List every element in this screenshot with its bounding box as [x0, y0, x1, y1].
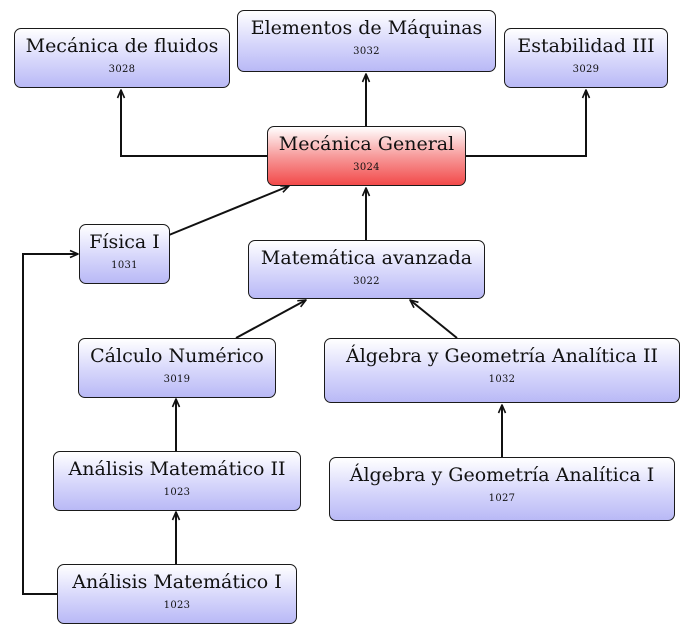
node-matematica-avanzada: Matemática avanzada 3022 — [248, 240, 485, 299]
node-algebra-geo-2: Álgebra y Geometría Analítica II 1032 — [324, 338, 680, 403]
edge-mecanica-general-to-estabilidad-3 — [465, 89, 591, 157]
edge-analisis-mat-1-to-fisica-1 — [22, 249, 79, 595]
edge-algebra-geo-2-to-matematica-avanzada — [409, 299, 458, 339]
node-title: Análisis Matemático I — [72, 571, 282, 593]
edge-fisica-1-to-mecanica-general — [168, 184, 290, 236]
node-title: Matemática avanzada — [260, 247, 473, 269]
node-title: Mecánica General — [278, 133, 455, 155]
node-code: 1023 — [163, 600, 191, 611]
edge-calculo-numerico-to-matematica-avanzada — [235, 299, 307, 339]
node-code: 1023 — [163, 487, 191, 498]
node-code: 3019 — [163, 374, 191, 385]
node-title: Cálculo Numérico — [90, 345, 264, 367]
node-title: Física I — [89, 231, 160, 253]
node-code: 3024 — [353, 162, 380, 173]
node-analisis-mat-1: Análisis Matemático I 1023 — [57, 564, 297, 624]
node-code: 1027 — [488, 493, 516, 504]
node-code: 3029 — [572, 64, 600, 75]
node-analisis-mat-2: Análisis Matemático II 1023 — [53, 451, 301, 511]
node-title: Mecánica de fluidos — [25, 35, 219, 57]
node-code: 1032 — [488, 374, 516, 385]
node-title: Elementos de Máquinas — [250, 17, 483, 39]
node-fisica-1: Física I 1031 — [79, 224, 170, 284]
node-code: 1031 — [111, 260, 138, 271]
node-estabilidad-3: Estabilidad III 3029 — [504, 28, 668, 88]
node-title: Análisis Matemático II — [68, 458, 286, 480]
node-code: 3032 — [353, 46, 380, 57]
node-title: Estabilidad III — [517, 35, 655, 57]
edge-mecanica-general-to-mecanica-fluidos — [116, 89, 268, 157]
node-algebra-geo-1: Álgebra y Geometría Analítica I 1027 — [329, 457, 675, 521]
node-mecanica-general: Mecánica General 3024 — [267, 126, 466, 186]
node-title: Álgebra y Geometría Analítica I — [349, 464, 655, 486]
node-calculo-numerico: Cálculo Numérico 3019 — [78, 338, 276, 398]
node-title: Álgebra y Geometría Analítica II — [345, 345, 659, 367]
node-code: 3022 — [353, 276, 380, 287]
node-elementos-maquinas: Elementos de Máquinas 3032 — [237, 10, 496, 72]
node-mecanica-fluidos: Mecánica de fluidos 3028 — [14, 28, 230, 88]
node-code: 3028 — [108, 64, 136, 75]
